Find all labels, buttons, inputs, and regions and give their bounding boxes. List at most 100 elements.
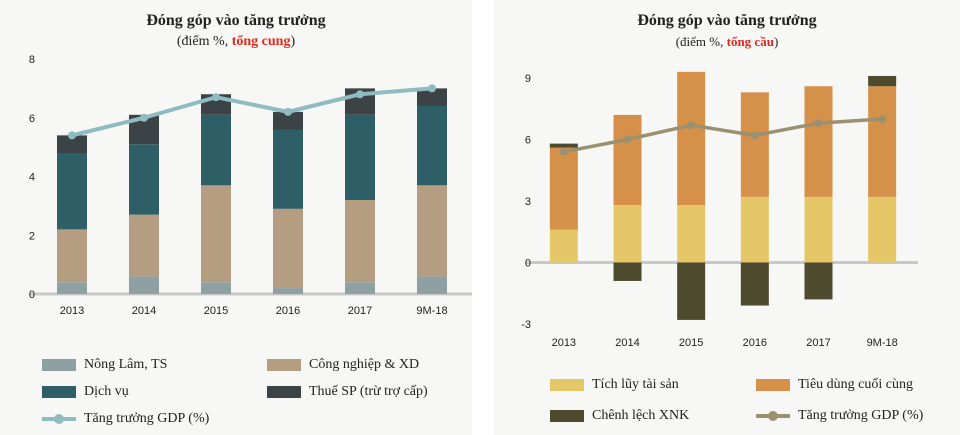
legend-swatch — [550, 410, 584, 422]
bar-segment — [417, 185, 447, 277]
chart-title: Đóng góp vào tăng trưởng — [637, 12, 817, 29]
x-tick-label: 2016 — [276, 305, 300, 317]
subtitle-suffix: ) — [290, 34, 296, 49]
legend-line-swatch — [42, 413, 76, 425]
bar-segment — [613, 262, 642, 281]
bar-segment — [57, 153, 87, 230]
legend-label: Tăng trưởng GDP (%) — [84, 411, 210, 426]
x-tick-label: 2015 — [204, 305, 228, 317]
x-tick-label: 2013 — [60, 305, 84, 317]
legend-label: Tăng trưởng GDP (%) — [798, 408, 924, 423]
bar-segment — [57, 282, 87, 294]
bar-segment — [677, 71, 706, 206]
gdp-point — [559, 147, 568, 156]
legend-label: Nông Lâm, TS — [84, 357, 168, 372]
y-tick-label: 2 — [29, 230, 35, 242]
legend-swatch — [267, 386, 301, 398]
y-tick-label: 0 — [29, 289, 35, 301]
bar-segment — [273, 288, 303, 294]
gdp-point — [428, 84, 436, 93]
supply-chart-plot: 0 2 4 6 8 2013 2014 2015 2016 2017 9M-18 — [29, 54, 472, 317]
subtitle-highlight: tổng cung — [231, 34, 291, 49]
chart-subtitle: (điểm %, tổng cung) — [0, 34, 472, 50]
x-tick-label: 2017 — [348, 305, 372, 317]
gdp-point — [814, 119, 823, 128]
bar-segment — [57, 229, 87, 283]
x-tick-label: 2013 — [552, 337, 576, 349]
x-tick-label: 9M-18 — [867, 337, 898, 349]
legend-swatch — [550, 379, 584, 391]
gdp-point — [140, 113, 148, 122]
bar-segment — [549, 229, 578, 263]
bar-segment — [740, 92, 769, 197]
legend-nong-lam: Nông Lâm, TS — [42, 357, 167, 373]
bar-segment — [868, 196, 897, 263]
bar-segment — [740, 262, 769, 306]
legend-swatch — [756, 379, 790, 391]
gdp-point — [356, 90, 364, 99]
bar-segment — [868, 86, 897, 197]
bar-segment — [273, 129, 303, 209]
legend-label: Chênh lệch XNK — [592, 408, 690, 423]
x-tick-label: 2014 — [615, 337, 639, 349]
subtitle-highlight: tổng cầu — [726, 34, 774, 49]
bar-segment — [868, 75, 897, 87]
bar-segment — [677, 262, 706, 320]
supply-chart-panel: Đóng góp vào tăng trưởng (điểm %, tổng c… — [0, 0, 472, 435]
y-tick-label: 3 — [525, 196, 531, 208]
bar-segment — [613, 114, 642, 206]
bar-segment — [417, 106, 447, 186]
legend-swatch — [42, 386, 76, 398]
gdp-point — [212, 93, 220, 102]
bar-segment — [129, 144, 159, 215]
y-tick-label: 6 — [525, 135, 531, 147]
chart-title: Đóng góp vào tăng trưởng — [146, 12, 326, 29]
subtitle-suffix: ) — [773, 34, 779, 49]
bar-segment — [417, 88, 447, 106]
legend-label: Công nghiệp & XD — [309, 357, 420, 372]
legend-thue-sp: Thuế SP (trừ trợ cấp) — [267, 384, 428, 400]
chart-subtitle: (điểm %, tổng cầu) — [494, 34, 960, 50]
gdp-point — [687, 121, 696, 130]
gdp-point — [750, 131, 759, 140]
legend-dich-vu: Dịch vụ — [42, 384, 129, 400]
bar-segment — [273, 111, 303, 130]
bar-segment — [345, 114, 375, 200]
y-tick-label: 6 — [29, 113, 35, 125]
bar-segment — [273, 208, 303, 289]
subtitle-prefix: (điểm %, — [176, 34, 232, 49]
bar-segment — [804, 86, 833, 197]
x-tick-label: 2017 — [806, 337, 830, 349]
legend-label: Dịch vụ — [84, 384, 129, 399]
bar-segment — [201, 185, 231, 283]
bar-segment — [201, 282, 231, 294]
gdp-line — [563, 117, 883, 154]
bar-segment — [345, 200, 375, 283]
bar-segment — [129, 214, 159, 277]
bar-segment — [613, 205, 642, 263]
gdp-point — [878, 115, 887, 123]
y-tick-label: 0 — [525, 258, 531, 270]
legend-swatch — [42, 359, 76, 371]
subtitle-prefix: (điểm %, — [675, 34, 727, 49]
y-tick-label: 9 — [525, 73, 531, 85]
demand-chart-plot: -3 0 3 6 9 2013 2014 2015 2016 2017 9M-18 — [521, 71, 918, 349]
bar-segment — [804, 262, 833, 300]
legend-line-swatch — [756, 410, 790, 422]
x-tick-label: 2014 — [132, 305, 156, 317]
gdp-point — [284, 107, 292, 116]
gdp-line — [71, 86, 433, 138]
x-tick-label: 2015 — [679, 337, 703, 349]
demand-chart-panel: Đóng góp vào tăng trưởng (điểm %, tổng c… — [494, 0, 960, 435]
legend-tich-luy: Tích lũy tài sản — [550, 377, 679, 393]
x-tick-label: 2016 — [743, 337, 767, 349]
legend-gdp-line: Tăng trưởng GDP (%) — [756, 408, 923, 424]
legend-chenh-lech: Chênh lệch XNK — [550, 408, 689, 424]
bar-segment — [549, 143, 578, 148]
y-tick-label: 4 — [29, 172, 35, 184]
bar-segment — [129, 276, 159, 294]
bar-segment — [201, 114, 231, 186]
legend-label: Tích lũy tài sản — [592, 377, 679, 392]
legend-label: Thuế SP (trừ trợ cấp) — [309, 384, 428, 399]
y-tick-label: -3 — [521, 319, 531, 331]
